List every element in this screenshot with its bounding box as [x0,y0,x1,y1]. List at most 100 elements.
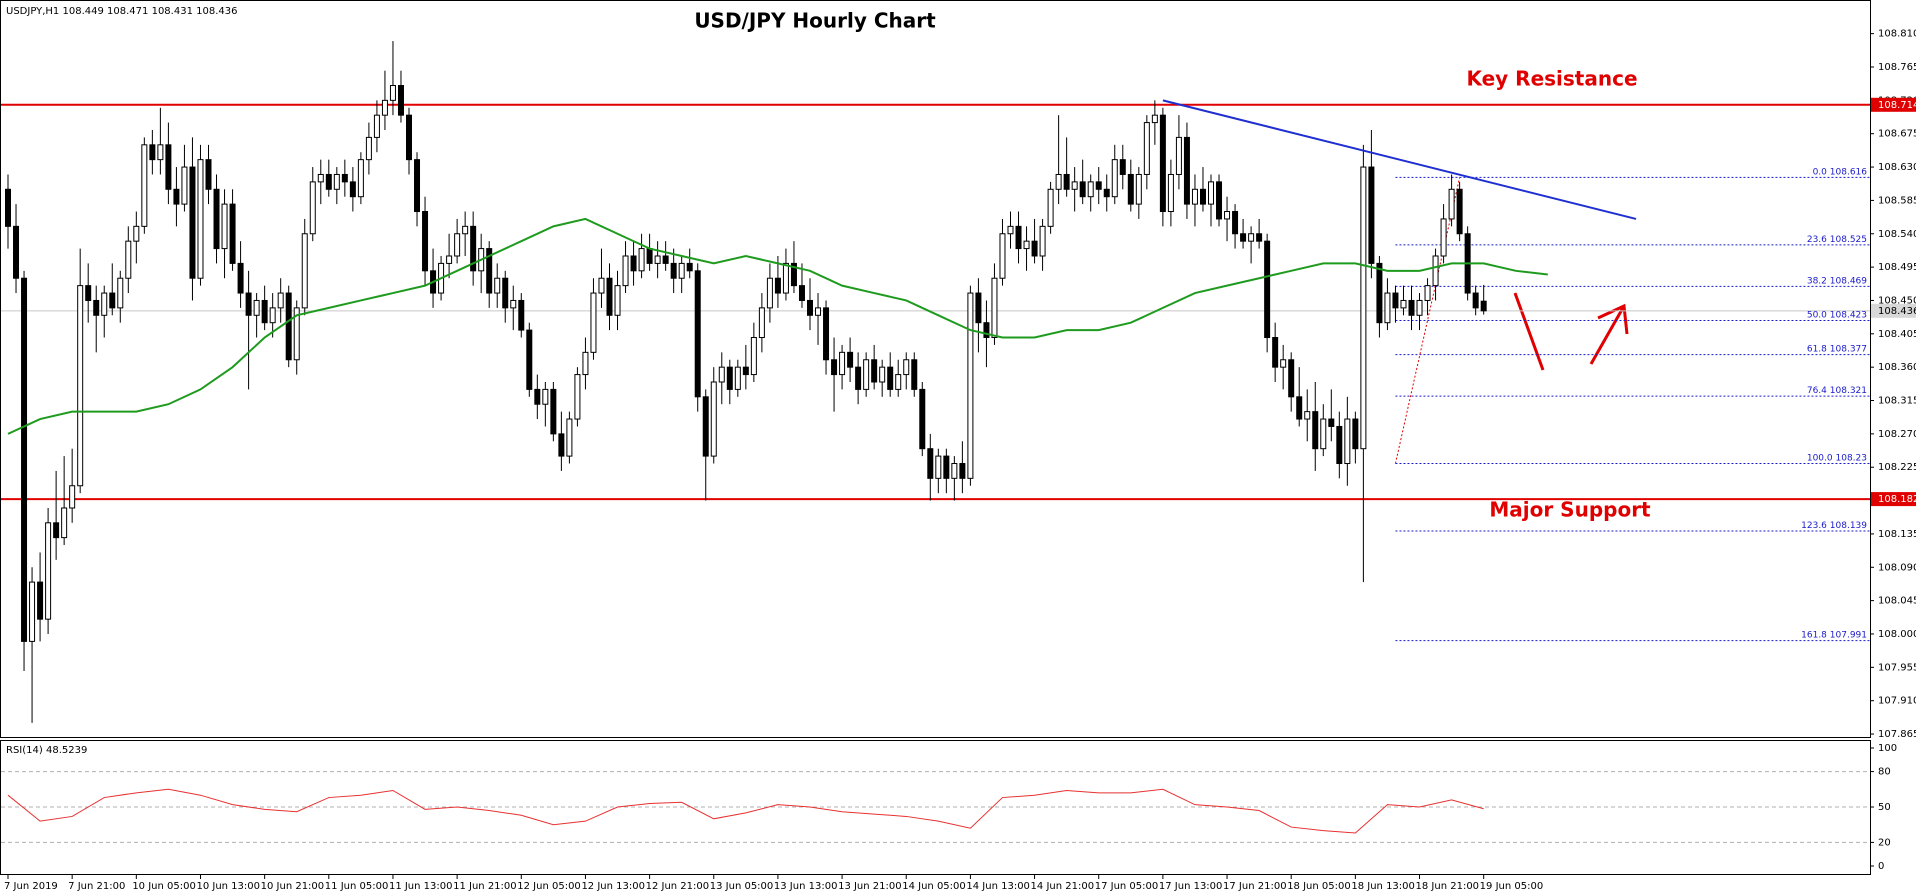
candle-body [197,159,204,279]
x-tick-label: 13 Jun 13:00 [774,881,838,892]
x-tick-label: 17 Jun 05:00 [1095,881,1159,892]
x-tick-label: 18 Jun 05:00 [1287,881,1351,892]
y-tick-label: 108.585 [1878,195,1916,206]
candle-body [887,366,894,390]
candle-body [5,188,11,227]
rsi-tick-label: 80 [1878,767,1891,778]
close: 108.436 [196,6,237,17]
candle-body [349,181,356,198]
x-tick-label: 7 Jun 2019 [4,881,58,892]
candle-body [1103,188,1110,198]
candle-body [414,159,421,213]
candle-body [614,285,621,316]
y-tick-label: 107.910 [1878,696,1916,707]
candle-body [317,173,324,183]
rsi-header: RSI(14) 48.5239 [6,745,87,756]
x-tick-label: 17 Jun 13:00 [1159,881,1223,892]
fib-ratio: 76.4 [1807,386,1827,396]
candle-body [1071,181,1078,190]
candle-body [1376,262,1383,324]
candle-body [638,248,645,272]
y-tick-label: 108.495 [1878,262,1916,273]
candle-body [181,166,188,205]
fib-price: 108.321 [1830,386,1867,396]
x-tick-label: 11 Jun 05:00 [325,881,389,892]
candle-body [566,418,573,457]
candle-body [293,307,300,361]
candle-body [397,85,404,116]
candle-body [213,188,220,250]
candle-body [518,299,525,331]
candle-body [758,307,765,339]
fib-level-label: 23.6 108.525 [1807,234,1867,244]
candle-body [93,299,100,316]
candle-body [285,292,292,361]
candle-body [1039,225,1046,257]
candle-body [1095,181,1102,190]
fib-ratio: 61.8 [1807,344,1827,354]
x-tick-label: 12 Jun 21:00 [646,881,710,892]
candle-body [1432,255,1439,287]
fib-price: 107.991 [1830,630,1867,640]
candle-body [1352,418,1359,450]
candle-body [1167,173,1174,213]
candle-body [1328,418,1335,427]
fib-price: 108.377 [1830,344,1867,354]
candle-body [951,463,958,479]
candle-body [1336,425,1343,465]
trendline [1162,99,1637,220]
y-tick-label: 108.000 [1878,629,1916,640]
y-tick-label: 107.955 [1878,662,1916,673]
fib-ratio: 161.8 [1801,630,1827,640]
candle-body [205,159,212,190]
candle-body [798,285,805,301]
candle-body [526,329,533,390]
candle-body [53,522,60,539]
candle-body [710,381,717,457]
candle-body [1047,188,1054,227]
level-axis-label: 108.182 [1878,494,1916,505]
candle-body [1392,292,1399,309]
fib-price: 108.616 [1830,167,1867,177]
candle-body [45,522,52,620]
fib-level-label: 0.0 108.616 [1813,167,1868,177]
candle-body [261,299,268,324]
current-price-box [1871,303,1916,318]
candle-body [1264,240,1271,339]
candle-body [1304,411,1311,420]
fib-price: 108.525 [1830,234,1867,244]
candle-body [13,225,20,279]
candle-body [582,351,589,376]
candle-body [1448,188,1455,220]
candle-body [1384,292,1391,324]
candle-body [863,359,870,390]
fib-level-label: 50.0 108.423 [1807,310,1867,320]
symbol-header: USDJPY,H1 108.449 108.471 108.431 108.43… [6,6,237,17]
fib-ratio: 50.0 [1807,310,1827,320]
candle-body [534,388,541,405]
candle-body [1119,159,1126,175]
candle-body [935,455,942,479]
candle-body [959,463,966,479]
candle-body [1055,173,1062,190]
candle-body [229,203,236,264]
candle-body [37,581,44,620]
candle-body [1360,166,1367,450]
candle-body [85,285,92,301]
candle-body [622,255,629,287]
candle-body [927,448,934,479]
x-tick-label: 19 Jun 05:00 [1480,881,1544,892]
candle-body [879,366,886,383]
x-tick-label: 13 Jun 21:00 [838,881,902,892]
level-axis-label: 108.714 [1878,100,1916,111]
candle-body [1248,233,1255,242]
candle-body [694,270,701,398]
fib-level-label: 123.6 108.139 [1801,520,1867,530]
down-arrow [1513,292,1545,371]
candle-body [1320,418,1327,450]
candle-body [598,277,605,294]
candle-body [502,277,509,309]
y-tick-label: 108.810 [1878,29,1916,40]
candle-body [702,396,709,457]
candle-body [1216,181,1223,220]
